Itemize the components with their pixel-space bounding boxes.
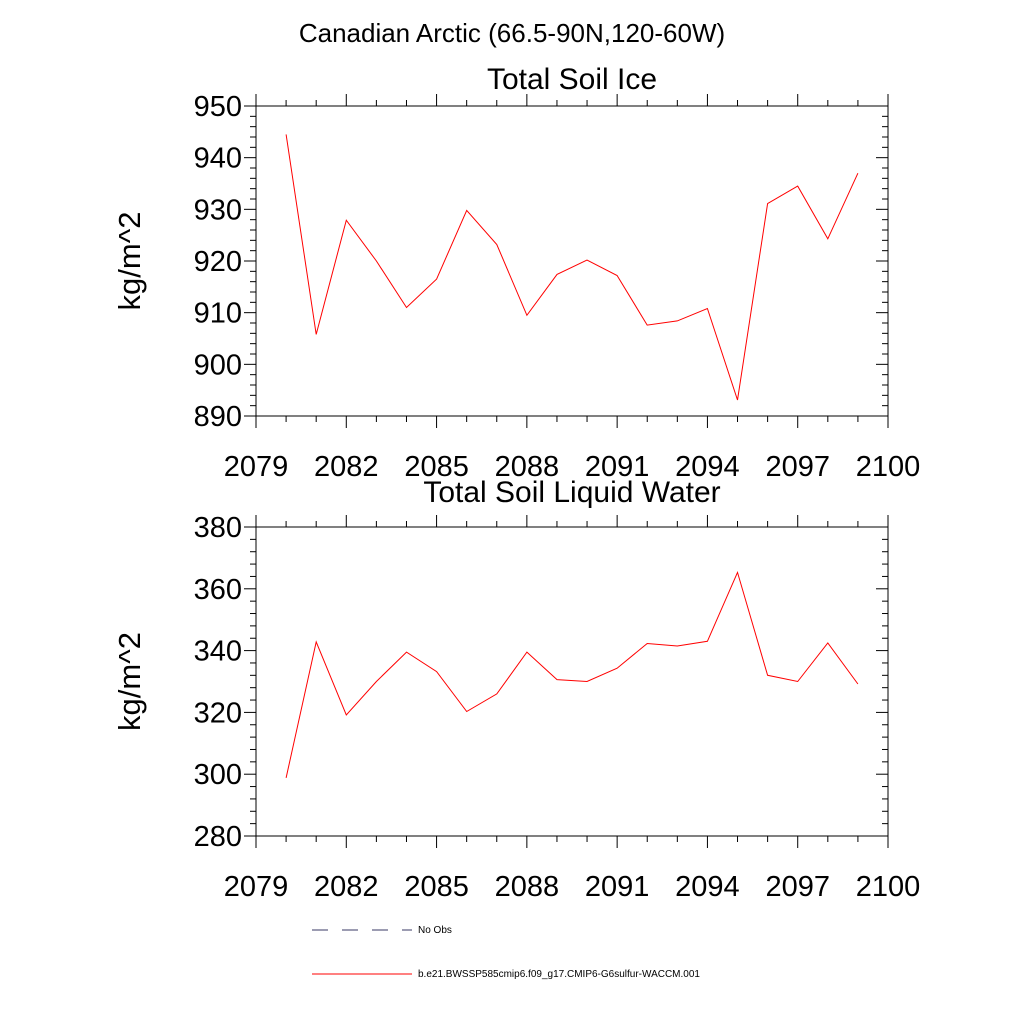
figure-title: Canadian Arctic (66.5-90N,120-60W) (299, 18, 725, 48)
x-tick-label: 2097 (765, 451, 830, 483)
x-tick-label: 2091 (585, 871, 650, 903)
y-tick-label: 940 (194, 143, 242, 175)
x-tick-label: 2079 (224, 871, 289, 903)
plot-frame (255, 105, 889, 417)
x-tick-label: 2094 (675, 451, 740, 483)
x-tick-label: 2082 (314, 451, 379, 483)
x-tick-label: 2091 (585, 451, 650, 483)
chart-panel-soil-ice: Total Soil Ice kg/m^2 2079 2082 2085 2088 2091… (112, 63, 920, 483)
y-tick-label: 930 (194, 194, 242, 226)
y-tick-label: 380 (194, 512, 242, 544)
y-tick-label: 280 (194, 821, 242, 853)
y-tick-label: 320 (194, 697, 242, 729)
chart-title: Total Soil Liquid Water (423, 476, 720, 509)
series-line (285, 134, 859, 401)
chart-panel-soil-liquid-water: Total Soil Liquid Water kg/m^2 2079 2082 208… (112, 476, 920, 903)
legend: No Obs b.e21.BWSSP585cmip6.f09_g17.CMIP6… (312, 925, 700, 980)
plot-frame (255, 526, 889, 837)
y-tick-label: 910 (194, 298, 242, 330)
chart-title: Total Soil Ice (487, 63, 657, 96)
legend-label-model: b.e21.BWSSP585cmip6.f09_g17.CMIP6-G6sulf… (418, 969, 700, 980)
x-tick-label: 2097 (765, 871, 830, 903)
y-tick-label: 360 (194, 574, 242, 606)
y-axis-label: kg/m^2 (112, 212, 147, 311)
x-tick-label: 2100 (856, 871, 921, 903)
y-tick-label: 340 (194, 636, 242, 668)
x-tick-label: 2082 (314, 871, 379, 903)
legend-label-no-obs: No Obs (418, 925, 452, 936)
x-tick-label: 2079 (224, 451, 289, 483)
x-tick-label: 2100 (856, 451, 921, 483)
x-tick-label: 2085 (404, 871, 469, 903)
x-tick-label: 2085 (404, 451, 469, 483)
x-tick-label: 2088 (495, 451, 560, 483)
y-tick-label: 300 (194, 759, 242, 791)
x-tick-label: 2094 (675, 871, 740, 903)
y-tick-label: 890 (194, 401, 242, 433)
y-axis-label: kg/m^2 (112, 632, 147, 731)
y-tick-label: 900 (194, 349, 242, 381)
y-tick-label: 950 (194, 91, 242, 123)
series-line (285, 570, 859, 779)
y-tick-label: 920 (194, 246, 242, 278)
x-tick-label: 2088 (495, 871, 560, 903)
